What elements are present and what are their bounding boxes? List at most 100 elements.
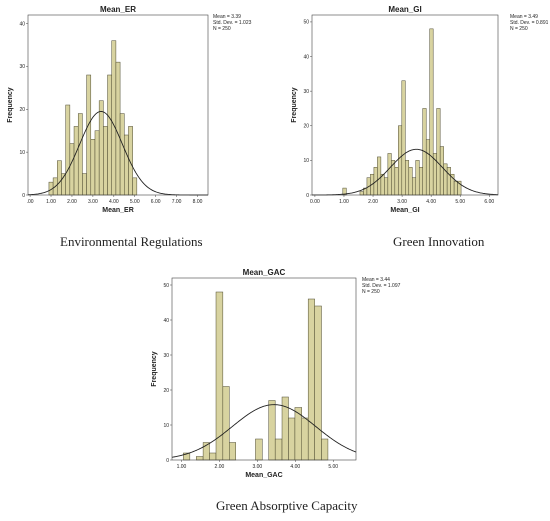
chart2-ytick-label-1: 10 <box>303 158 309 164</box>
chart3-bar-9 <box>274 438 283 461</box>
chart2-bar-23 <box>436 108 441 196</box>
chart3-x-axis-label: Mean_GAC <box>245 472 282 479</box>
chart1-bar-11 <box>94 130 100 196</box>
chart3-bar-16 <box>321 438 329 461</box>
chart1-bar-17 <box>119 113 125 196</box>
chart3-ytick-label-2: 20 <box>163 388 169 394</box>
chart1-title: Mean_ER <box>100 5 136 14</box>
chart3-ytick-label-0: 0 <box>166 458 169 464</box>
chart3-xtick-label-1: 2.00 <box>215 464 225 470</box>
chart3-stat-mean: Mean = 3.44 <box>362 277 390 283</box>
chart2-bar-12 <box>398 125 403 196</box>
chart2-xtick-label-3: 3.00 <box>397 199 407 205</box>
chart1-bar-6 <box>73 126 79 196</box>
chart2-xtick-label-6: 6.00 <box>484 199 494 205</box>
chart2-bar-14 <box>405 160 410 196</box>
chart1-xtick-label-4: 4.00 <box>109 199 119 205</box>
chart3-xtick-label-4: 5.00 <box>328 464 338 470</box>
chart1-bar-13 <box>103 126 108 196</box>
chart2-bar-24 <box>439 146 444 196</box>
chart2-bar-20 <box>425 139 430 196</box>
chart3-bar-6 <box>229 442 236 461</box>
chart1-ytick-label-3: 30 <box>19 64 25 70</box>
chart3-ytick-label-4: 40 <box>163 318 169 324</box>
chart3-xtick-label-0: 1.00 <box>177 464 187 470</box>
chart1-bar-14 <box>107 74 112 196</box>
chart1-xtick-label-5: 5.00 <box>130 199 140 205</box>
chart2-y-axis-label: Frequency <box>291 87 298 123</box>
chart3-y-axis-label: Frequency <box>151 351 158 387</box>
chart2-bar-18 <box>418 167 423 196</box>
chart3-xtick-label-2: 3.00 <box>252 464 262 470</box>
chart2-bar-28 <box>453 180 458 196</box>
chart2-bar-21 <box>429 28 434 196</box>
chart2-ytick-label-3: 30 <box>303 89 309 95</box>
chart1-bar-7 <box>77 113 83 196</box>
chart2-bar-15 <box>408 167 413 196</box>
chart1-xtick-label-0: .00 <box>27 199 34 205</box>
chart2-normal-curve <box>311 148 499 196</box>
chart1-bar-4 <box>65 104 71 196</box>
histogram-panel-gi: Mean_GI 0.00 1.00 2.00 3.00 4.00 5.00 6.00 0 10 20… <box>286 4 548 224</box>
chart1-bar-15 <box>111 40 117 196</box>
chart1-bar-5 <box>69 143 75 196</box>
chart3-stat-sd: Std. Dev. = 1.097 <box>362 283 401 289</box>
chart2-stat-n: N = 250 <box>510 26 528 32</box>
chart2-bar-6 <box>377 156 382 196</box>
chart2-bar-11 <box>394 167 399 196</box>
chart1-bar-12 <box>98 100 104 196</box>
chart1-ytick-label-2: 20 <box>19 107 25 113</box>
chart3-ytick-label-5: 50 <box>163 283 169 289</box>
chart1-xtick-label-3: 3.00 <box>88 199 98 205</box>
chart1-bar-18 <box>124 134 129 196</box>
chart1-stat-sd: Std. Dev. = 1.023 <box>213 20 252 26</box>
chart2-title: Mean_GI <box>388 5 421 14</box>
chart3-bar-7 <box>255 438 263 461</box>
chart2-ytick-label-2: 20 <box>303 124 309 130</box>
chart3-ytick-label-1: 10 <box>163 423 169 429</box>
chart1-xtick-label-7: 7.00 <box>172 199 182 205</box>
chart1-x-axis-label: Mean_ER <box>102 207 134 214</box>
chart3-bar-1 <box>196 456 204 461</box>
chart1-stat-n: N = 250 <box>213 26 231 32</box>
chart1-xtick-label-8: 8.00 <box>193 199 203 205</box>
chart1-plot-frame <box>27 14 209 196</box>
chart3-bar-5 <box>222 386 230 461</box>
chart2-xtick-label-2: 2.00 <box>368 199 378 205</box>
chart2-xtick-label-5: 5.00 <box>455 199 465 205</box>
chart1-bar-8 <box>82 173 87 196</box>
chart3-title: Mean_GAC <box>243 268 286 277</box>
histogram-panel-gac: Mean_GAC 1.00 2.00 3.00 4.00 5.00 0 10 20 30 40 50 M… <box>142 266 408 488</box>
chart3-stat-n: N = 250 <box>362 289 380 295</box>
chart3-bar-8 <box>268 400 276 461</box>
caption-green-absorptive-capacity: Green Absorptive Capacity <box>216 498 358 513</box>
chart2-bar-25 <box>443 163 448 196</box>
chart1-ytick-label-1: 10 <box>19 150 25 156</box>
chart3-normal-curve <box>171 404 357 458</box>
histogram-chart-gac: Mean_GAC 1.00 2.00 3.00 4.00 5.00 0 10 20 30 40 50 M… <box>151 268 401 479</box>
chart3-ytick-label-3: 30 <box>163 353 169 359</box>
chart2-ytick-label-4: 40 <box>303 54 309 60</box>
chart3-bar-15 <box>314 305 322 461</box>
chart1-xtick-label-2: 2.00 <box>67 199 77 205</box>
caption-green-innovation: Green Innovation <box>393 234 485 249</box>
chart1-bar-10 <box>90 139 96 196</box>
chart2-bar-9 <box>387 153 392 196</box>
chart2-bar-17 <box>415 160 420 196</box>
chart3-bar-14 <box>307 298 315 461</box>
chart2-ytick-label-5: 50 <box>303 20 309 26</box>
chart2-stat-sd: Std. Dev. = 0.891 <box>510 20 548 26</box>
chart1-bar-9 <box>86 74 92 196</box>
chart2-xtick-label-1: 1.00 <box>339 199 349 205</box>
chart2-bar-7 <box>380 173 385 196</box>
chart2-x-axis-label: Mean_GI <box>390 207 419 214</box>
histogram-panel-er: Mean_ER .00 1.00 2.00 3.00 4.00 5.00 6.00 7.00 8.… <box>0 4 268 224</box>
chart2-bar-13 <box>401 80 406 196</box>
histogram-chart-gi: Mean_GI 0.00 1.00 2.00 3.00 4.00 5.00 6.00 0 10 20… <box>291 5 548 214</box>
chart1-bar-16 <box>115 61 121 196</box>
chart3-bar-3 <box>209 452 217 461</box>
chart2-xtick-label-4: 4.00 <box>426 199 436 205</box>
chart1-bar-19 <box>128 126 133 196</box>
chart2-xtick-label-0: 0.00 <box>310 199 320 205</box>
chart2-plot-frame <box>311 14 499 196</box>
